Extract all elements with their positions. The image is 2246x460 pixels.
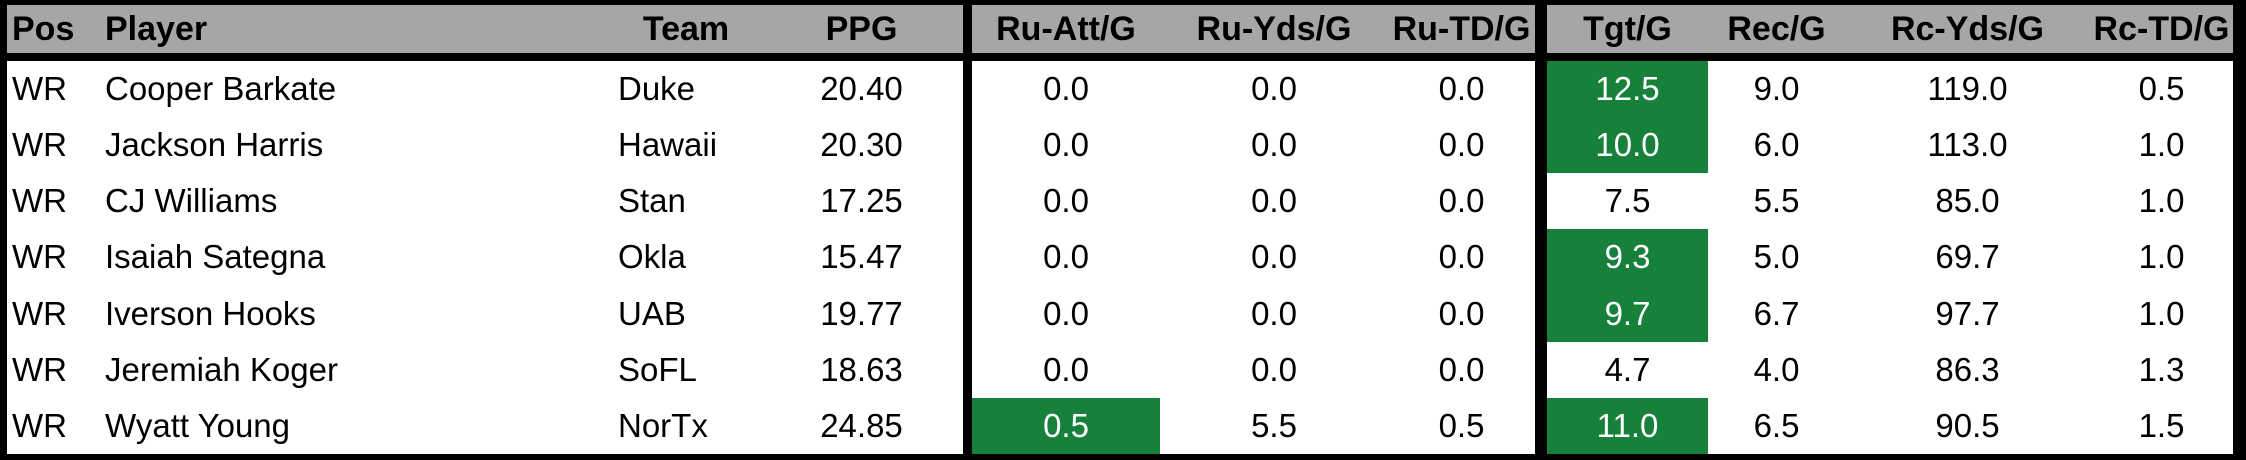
cell-player[interactable]: CJ Williams xyxy=(97,173,612,230)
cell-ppg[interactable]: 18.63 xyxy=(760,341,963,398)
cell-ru-att[interactable]: 0.0 xyxy=(963,173,1160,230)
cell-rc-td[interactable]: 0.5 xyxy=(2090,61,2233,118)
cell-team[interactable]: Okla xyxy=(612,229,760,286)
cell-ru-att[interactable]: 0.0 xyxy=(963,61,1160,118)
cell-rc-td[interactable]: 1.3 xyxy=(2090,341,2233,398)
header-cell-ru-td[interactable]: Ru-TD/G xyxy=(1388,5,1535,61)
cell-ppg[interactable]: 17.25 xyxy=(760,173,963,230)
cell-ru-td[interactable]: 0.0 xyxy=(1388,173,1535,230)
cell-pos[interactable]: WR xyxy=(7,61,97,118)
cell-rc-td[interactable]: 1.0 xyxy=(2090,229,2233,286)
header-cell-player[interactable]: Player xyxy=(97,5,612,61)
header-cell-rc-td[interactable]: Rc-TD/G xyxy=(2090,5,2233,61)
header-cell-ru-att[interactable]: Ru-Att/G xyxy=(963,5,1160,61)
cell-ppg[interactable]: 15.47 xyxy=(760,229,963,286)
cell-ru-att[interactable]: 0.0 xyxy=(963,341,1160,398)
cell-rec[interactable]: 6.0 xyxy=(1708,117,1845,174)
cell-team[interactable]: NorTx xyxy=(612,397,760,454)
cell-pos[interactable]: WR xyxy=(7,341,97,398)
header-cell-ppg[interactable]: PPG xyxy=(760,5,963,61)
cell-ru-yds[interactable]: 0.0 xyxy=(1160,229,1388,286)
cell-ru-yds[interactable]: 5.5 xyxy=(1160,397,1388,454)
cell-rec[interactable]: 5.5 xyxy=(1708,173,1845,230)
cell-ru-att-highlighted[interactable]: 0.5 xyxy=(963,397,1160,454)
cell-pos[interactable]: WR xyxy=(7,285,97,342)
cell-player[interactable]: Wyatt Young xyxy=(97,397,612,454)
cell-rc-yds[interactable]: 113.0 xyxy=(1845,117,2090,174)
cell-tgt-highlighted[interactable]: 12.5 xyxy=(1535,61,1708,118)
cell-ru-yds[interactable]: 0.0 xyxy=(1160,285,1388,342)
header-cell-tgt[interactable]: Tgt/G xyxy=(1535,5,1708,61)
cell-rc-td[interactable]: 1.0 xyxy=(2090,173,2233,230)
cell-ppg[interactable]: 19.77 xyxy=(760,285,963,342)
cell-rec[interactable]: 9.0 xyxy=(1708,61,1845,118)
cell-ppg[interactable]: 20.30 xyxy=(760,117,963,174)
cell-tgt-highlighted[interactable]: 10.0 xyxy=(1535,117,1708,174)
cell-ru-yds[interactable]: 0.0 xyxy=(1160,341,1388,398)
cell-pos[interactable]: WR xyxy=(7,173,97,230)
cell-team[interactable]: Stan xyxy=(612,173,760,230)
cell-rc-yds[interactable]: 69.7 xyxy=(1845,229,2090,286)
header-cell-pos[interactable]: Pos xyxy=(7,5,97,61)
cell-ppg[interactable]: 24.85 xyxy=(760,397,963,454)
cell-rc-yds[interactable]: 97.7 xyxy=(1845,285,2090,342)
cell-team[interactable]: Duke xyxy=(612,61,760,118)
cell-rc-yds[interactable]: 119.0 xyxy=(1845,61,2090,118)
cell-rc-td[interactable]: 1.0 xyxy=(2090,285,2233,342)
cell-ru-td[interactable]: 0.0 xyxy=(1388,285,1535,342)
cell-pos[interactable]: WR xyxy=(7,229,97,286)
cell-ru-yds[interactable]: 0.0 xyxy=(1160,173,1388,230)
header-cell-rec[interactable]: Rec/G xyxy=(1708,5,1845,61)
cell-player[interactable]: Cooper Barkate xyxy=(97,61,612,118)
cell-team[interactable]: SoFL xyxy=(612,341,760,398)
cell-tgt[interactable]: 7.5 xyxy=(1535,173,1708,230)
cell-player[interactable]: Jackson Harris xyxy=(97,117,612,174)
cell-ppg[interactable]: 20.40 xyxy=(760,61,963,118)
cell-ru-att[interactable]: 0.0 xyxy=(963,229,1160,286)
cell-rc-yds[interactable]: 90.5 xyxy=(1845,397,2090,454)
cell-rec[interactable]: 6.5 xyxy=(1708,397,1845,454)
stats-grid: Pos Player Team PPG Ru-Att/G Ru-Yds/G Ru… xyxy=(7,5,2233,454)
cell-pos[interactable]: WR xyxy=(7,117,97,174)
header-cell-rc-yds[interactable]: Rc-Yds/G xyxy=(1845,5,2090,61)
cell-team[interactable]: UAB xyxy=(612,285,760,342)
cell-ru-att[interactable]: 0.0 xyxy=(963,117,1160,174)
cell-player[interactable]: Jeremiah Koger xyxy=(97,341,612,398)
cell-pos[interactable]: WR xyxy=(7,397,97,454)
cell-rc-yds[interactable]: 85.0 xyxy=(1845,173,2090,230)
cell-ru-yds[interactable]: 0.0 xyxy=(1160,117,1388,174)
cell-ru-td[interactable]: 0.0 xyxy=(1388,229,1535,286)
cell-ru-td[interactable]: 0.0 xyxy=(1388,341,1535,398)
cell-tgt-highlighted[interactable]: 11.0 xyxy=(1535,397,1708,454)
cell-rec[interactable]: 5.0 xyxy=(1708,229,1845,286)
cell-ru-td[interactable]: 0.5 xyxy=(1388,397,1535,454)
cell-rec[interactable]: 4.0 xyxy=(1708,341,1845,398)
cell-rc-yds[interactable]: 86.3 xyxy=(1845,341,2090,398)
cell-tgt-highlighted[interactable]: 9.3 xyxy=(1535,229,1708,286)
cell-rc-td[interactable]: 1.5 xyxy=(2090,397,2233,454)
cell-team[interactable]: Hawaii xyxy=(612,117,760,174)
cell-ru-att[interactable]: 0.0 xyxy=(963,285,1160,342)
cell-ru-td[interactable]: 0.0 xyxy=(1388,117,1535,174)
cell-rec[interactable]: 6.7 xyxy=(1708,285,1845,342)
cell-player[interactable]: Iverson Hooks xyxy=(97,285,612,342)
cell-ru-yds[interactable]: 0.0 xyxy=(1160,61,1388,118)
cell-player[interactable]: Isaiah Sategna xyxy=(97,229,612,286)
cell-rc-td[interactable]: 1.0 xyxy=(2090,117,2233,174)
header-cell-team[interactable]: Team xyxy=(612,5,760,61)
cell-tgt-highlighted[interactable]: 9.7 xyxy=(1535,285,1708,342)
cell-ru-td[interactable]: 0.0 xyxy=(1388,61,1535,118)
header-cell-ru-yds[interactable]: Ru-Yds/G xyxy=(1160,5,1388,61)
cell-tgt[interactable]: 4.7 xyxy=(1535,341,1708,398)
